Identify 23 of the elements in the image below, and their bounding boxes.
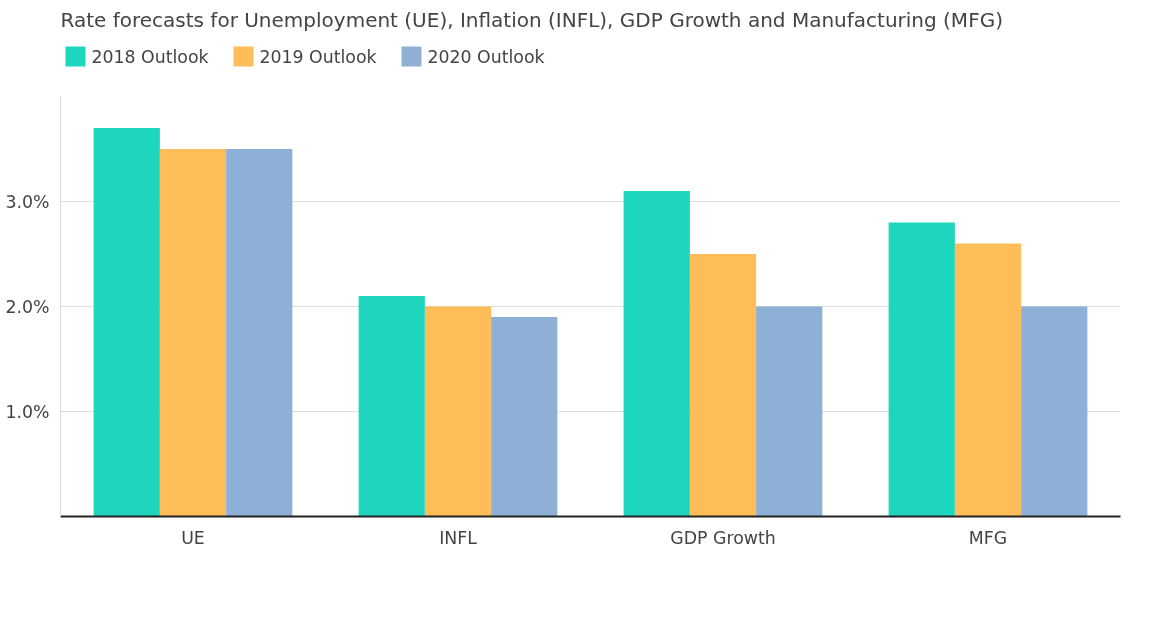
bar — [954, 243, 1022, 517]
legend-label: 2019 Outlook — [259, 46, 377, 67]
chart-title: Rate forecasts for Unemployment (UE), Inflation (INFL), GDP Growth and Manufacturing (MFG) — [60, 7, 1003, 32]
bar — [756, 306, 823, 517]
x-tick-label: GDP Growth — [670, 527, 776, 548]
bar — [1021, 306, 1088, 517]
y-tick-label: 1.0% — [5, 401, 50, 422]
legend-label: 2020 Outlook — [427, 46, 545, 67]
x-tick-label: INFL — [439, 527, 478, 548]
x-tick-label: MFG — [968, 527, 1008, 548]
bar — [623, 191, 690, 517]
bar — [689, 254, 757, 517]
legend-label: 2018 Outlook — [91, 46, 209, 67]
bar — [226, 149, 293, 517]
bar — [424, 306, 492, 517]
bar — [491, 317, 558, 517]
x-tick-label: UE — [181, 527, 205, 548]
y-tick-label: 3.0% — [5, 191, 50, 212]
bar — [93, 128, 160, 517]
bar — [358, 296, 425, 517]
bar — [159, 149, 227, 517]
bar — [888, 222, 955, 517]
y-tick-label: 2.0% — [5, 296, 50, 317]
